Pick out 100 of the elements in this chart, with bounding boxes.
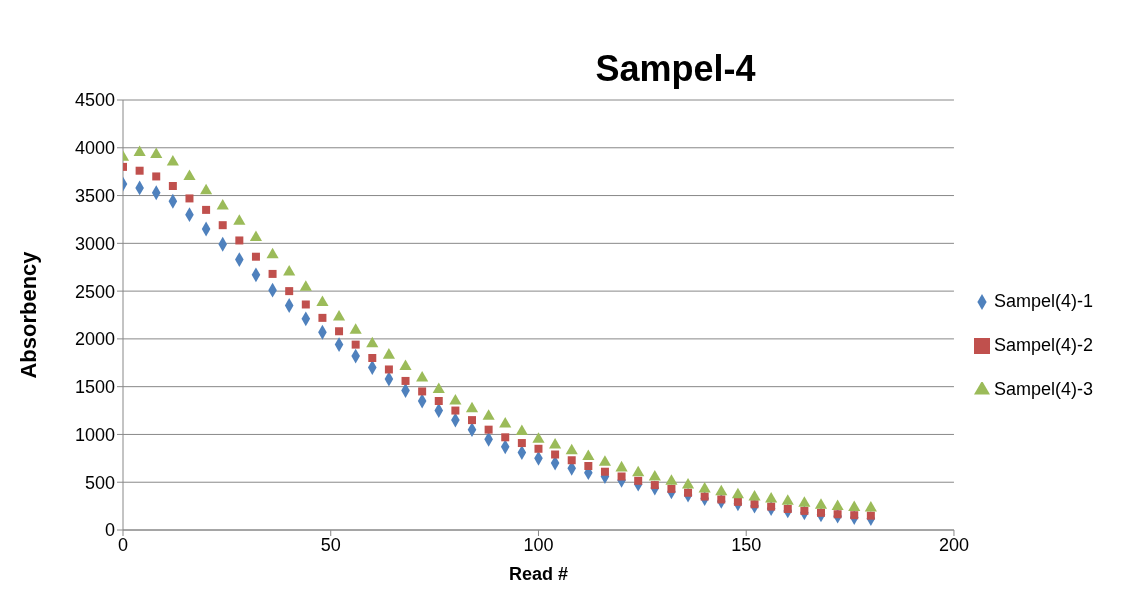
- point: [434, 397, 443, 405]
- point: [615, 460, 628, 472]
- point: [517, 439, 526, 448]
- point: [551, 450, 560, 459]
- point: [731, 487, 744, 499]
- y-tick-label: 500: [84, 472, 115, 493]
- y-tick-label: 3000: [74, 233, 115, 254]
- y-tick-label: 1000: [74, 424, 115, 445]
- chart-title: Sampel-4: [594, 47, 757, 90]
- point: [251, 252, 260, 261]
- point: [135, 166, 144, 175]
- point: [831, 499, 844, 511]
- point: [468, 416, 476, 425]
- y-tick-label: 4000: [74, 138, 115, 159]
- point: [218, 221, 227, 230]
- x-tick-label: 150: [731, 534, 762, 555]
- point: [202, 205, 211, 214]
- point: [418, 387, 427, 396]
- point: [384, 365, 393, 374]
- point: [634, 476, 643, 485]
- point: [316, 295, 329, 307]
- point: [152, 172, 161, 181]
- point: [351, 340, 360, 349]
- point: [416, 371, 429, 382]
- point: [235, 236, 244, 245]
- point: [715, 484, 728, 496]
- x-axis-title: Read #: [508, 564, 568, 584]
- y-tick-label: 4500: [74, 90, 115, 111]
- point: [166, 155, 179, 166]
- point: [733, 497, 742, 506]
- y-tick-label: 3500: [74, 185, 115, 206]
- legend-label: Sampel(4)-2: [993, 335, 1093, 355]
- point: [283, 264, 296, 276]
- point: [366, 336, 379, 348]
- point: [665, 474, 678, 485]
- point: [781, 494, 794, 505]
- point: [632, 465, 645, 477]
- point: [133, 145, 146, 157]
- point: [368, 354, 377, 362]
- point: [168, 182, 177, 190]
- point: [800, 506, 809, 515]
- point: [382, 348, 395, 359]
- point: [582, 449, 595, 460]
- point: [185, 194, 194, 203]
- point: [515, 424, 528, 436]
- x-tick-label: 100: [523, 534, 554, 555]
- point: [399, 359, 412, 371]
- point: [864, 501, 877, 512]
- y-axis-title: Absorbency: [15, 250, 41, 379]
- point: [698, 481, 711, 493]
- point: [216, 199, 229, 210]
- point: [501, 433, 510, 442]
- point: [648, 469, 661, 481]
- point: [301, 300, 310, 309]
- point: [318, 313, 327, 322]
- point: [584, 461, 593, 470]
- point: [833, 510, 842, 519]
- point: [401, 376, 410, 385]
- point: [183, 169, 196, 180]
- point: [681, 478, 695, 489]
- y-tick-label: 2000: [74, 329, 115, 350]
- point: [335, 327, 344, 336]
- x-tick-label: 50: [320, 534, 341, 555]
- point: [600, 467, 609, 476]
- point: [285, 287, 294, 296]
- y-tick-label: 0: [104, 520, 115, 541]
- point: [349, 323, 362, 334]
- point: [748, 490, 761, 501]
- point: [598, 455, 612, 466]
- point: [765, 491, 778, 503]
- point: [717, 495, 726, 504]
- point: [617, 472, 626, 481]
- point: [482, 409, 495, 420]
- point: [850, 511, 859, 520]
- point: [233, 214, 246, 225]
- point: [814, 498, 828, 509]
- point: [266, 247, 279, 259]
- point: [484, 425, 493, 434]
- point: [332, 309, 346, 321]
- point: [549, 437, 562, 449]
- point: [700, 492, 709, 501]
- x-tick-label: 0: [117, 534, 129, 555]
- point: [200, 183, 213, 195]
- point: [499, 416, 512, 428]
- point: [451, 406, 460, 415]
- point: [567, 456, 576, 465]
- x-tick-label: 200: [938, 534, 969, 555]
- legend-label: Sampel(4)-1: [993, 291, 1093, 311]
- point: [650, 481, 659, 490]
- y-tick-label: 1500: [74, 377, 115, 398]
- point: [798, 496, 811, 507]
- legend-label: Sampel(4)-3: [993, 379, 1093, 399]
- point: [449, 393, 462, 405]
- point: [150, 147, 163, 158]
- y-tick-label: 2500: [74, 281, 115, 302]
- point: [432, 382, 445, 394]
- point: [667, 484, 676, 493]
- point: [866, 511, 875, 520]
- point: [783, 504, 792, 513]
- point: [534, 444, 543, 453]
